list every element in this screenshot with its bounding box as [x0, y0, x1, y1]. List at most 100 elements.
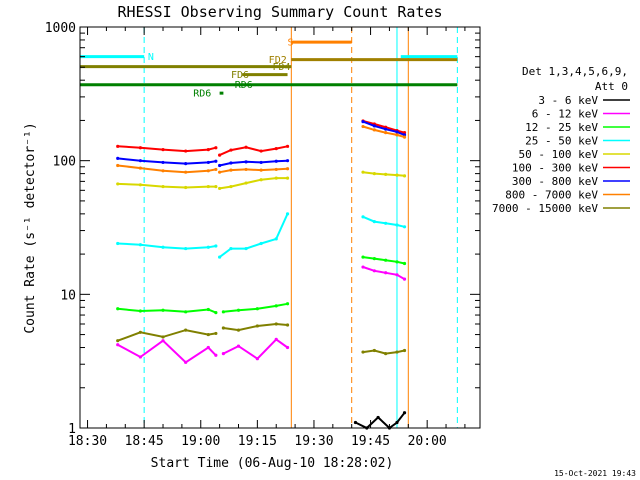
series-800-7000-kev-segment-0 [117, 164, 216, 174]
x-tick-label-5: 19:45 [351, 434, 390, 449]
series-100-300-kev-segment-1 [219, 145, 288, 157]
point-50-100-kev-1-4 [274, 176, 278, 180]
point-25-50-kev-0-1 [138, 243, 142, 247]
legend-label-300-800-kev: 300 - 800 keV [512, 175, 598, 188]
point-800-7000-kev-0-1 [138, 166, 142, 170]
series-12-25-kev-segment-1 [223, 302, 288, 313]
point-25-50-kev-1-1 [229, 246, 233, 251]
point-50-100-kev-2-3 [395, 173, 399, 177]
point-50-100-kev-2-2 [384, 172, 388, 176]
point-800-7000-kev-0-0 [116, 163, 120, 168]
point-800-7000-kev-1-4 [274, 167, 278, 172]
point-300-800-kev-2-0 [361, 120, 365, 124]
point-12-25-kev-0-2 [161, 308, 165, 312]
point-50-100-kev-1-5 [285, 176, 290, 180]
point-25-50-kev-1-0 [218, 255, 222, 259]
series-6-12-kev-segment-2 [362, 266, 405, 280]
point-50-100-kev-0-0 [116, 182, 120, 186]
legend-label-100-300-kev: 100 - 300 keV [512, 162, 598, 175]
legend-label-50-100-kev: 50 - 100 keV [519, 148, 599, 161]
point-12-25-kev-2-4 [402, 261, 407, 266]
point-6-12-kev-2-0 [361, 265, 365, 269]
point-7000-15000-kev-1-3 [274, 322, 278, 326]
point-300-800-kev-1-3 [259, 160, 263, 165]
point-6-12-kev-0-5 [214, 353, 218, 357]
series-50-100-kev-segment-0 [117, 182, 216, 189]
point-25-50-kev-2-2 [384, 221, 388, 225]
point-6-12-kev-0-1 [138, 355, 142, 359]
point-100-300-kev-0-5 [214, 146, 218, 150]
point-800-7000-kev-2-3 [395, 133, 399, 137]
legend-label-6-12-kev: 6 - 12 keV [532, 108, 599, 121]
point-3-6-kev-0-4 [395, 420, 399, 425]
x-tick-label-4: 19:30 [294, 434, 333, 449]
point-7000-15000-kev-2-0 [361, 350, 365, 354]
series-3-6-kev-segment-0 [355, 412, 406, 430]
point-50-100-kev-1-3 [259, 178, 263, 182]
series-12-25-kev-segment-0 [117, 307, 217, 314]
x-tick-label-1: 18:45 [125, 434, 164, 449]
point-300-800-kev-1-4 [274, 159, 278, 163]
point-100-300-kev-1-1 [229, 148, 233, 152]
point-800-7000-kev-2-0 [361, 124, 365, 129]
point-25-50-kev-2-1 [372, 220, 376, 224]
point-6-12-kev-0-2 [161, 339, 165, 343]
point-100-300-kev-0-1 [138, 146, 142, 150]
point-7000-15000-kev-0-2 [161, 335, 165, 339]
series-50-100-kev-segment-1 [219, 177, 288, 190]
y-tick-label-1: 10 [60, 288, 76, 303]
point-800-7000-kev-2-4 [402, 135, 407, 139]
series-7000-15000-kev-segment-0 [117, 329, 216, 342]
point-50-100-kev-1-0 [218, 186, 222, 191]
point-25-50-kev-2-4 [402, 225, 407, 229]
x-tick-label-3: 19:15 [238, 434, 277, 449]
point-800-7000-kev-1-3 [259, 168, 263, 172]
point-12-25-kev-1-1 [236, 308, 241, 312]
point-6-12-kev-0-0 [116, 343, 120, 347]
legend-label-25-50-kev: 25 - 50 keV [525, 135, 598, 148]
series-6-12-kev-segment-0 [117, 339, 217, 364]
point-6-12-kev-1-0 [221, 352, 225, 356]
point-12-25-kev-0-5 [214, 311, 218, 315]
point-12-25-kev-1-3 [274, 304, 278, 308]
point-50-100-kev-0-3 [184, 185, 188, 190]
flag-label-n-0: N [148, 52, 154, 63]
series-7000-15000-kev-segment-1 [223, 322, 288, 332]
series-6-12-kev-segment-1 [222, 338, 289, 360]
point-12-25-kev-2-1 [372, 257, 376, 261]
point-50-100-kev-0-4 [206, 184, 210, 189]
point-50-100-kev-2-1 [372, 172, 376, 176]
point-800-7000-kev-2-1 [372, 128, 376, 132]
point-50-100-kev-2-4 [402, 174, 407, 178]
series-300-800-kev-segment-0 [117, 157, 216, 165]
y-axis-label: Count Rate (s⁻¹ detector⁻¹) [23, 122, 38, 333]
point-3-6-kev-0-5 [402, 411, 407, 415]
point-50-100-kev-0-1 [138, 183, 142, 187]
point-7000-15000-kev-2-1 [372, 348, 376, 353]
point-800-7000-kev-2-2 [384, 131, 388, 135]
generated-timestamp: 15-Oct-2021 19:43 [554, 469, 636, 478]
point-12-25-kev-2-0 [361, 255, 365, 259]
point-12-25-kev-0-4 [206, 307, 210, 312]
flag-label-fd4-4: FD4 [272, 62, 290, 73]
point-7000-15000-kev-2-4 [402, 348, 407, 353]
point-25-50-kev-0-4 [206, 245, 210, 249]
point-50-100-kev-2-0 [361, 170, 365, 174]
point-6-12-kev-1-1 [236, 344, 241, 348]
point-25-50-kev-0-5 [214, 244, 218, 248]
point-800-7000-kev-1-1 [229, 168, 233, 172]
point-12-25-kev-2-2 [384, 258, 388, 262]
series-300-800-kev-segment-1 [219, 159, 288, 167]
legend-title-line-2: Att 0 [595, 80, 628, 93]
legend-label-7000-15000-kev: 7000 - 15000 keV [492, 202, 598, 215]
point-6-12-kev-2-3 [395, 273, 399, 277]
point-7000-15000-kev-1-2 [255, 324, 259, 328]
point-800-7000-kev-0-3 [184, 170, 188, 174]
point-7000-15000-kev-1-0 [221, 326, 225, 330]
point-25-50-kev-2-3 [395, 223, 399, 227]
point-300-800-kev-1-5 [285, 159, 290, 163]
point-300-800-kev-0-0 [116, 156, 120, 160]
point-300-800-kev-2-4 [402, 133, 407, 137]
